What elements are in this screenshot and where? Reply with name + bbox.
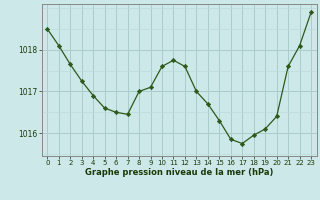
- X-axis label: Graphe pression niveau de la mer (hPa): Graphe pression niveau de la mer (hPa): [85, 168, 273, 177]
